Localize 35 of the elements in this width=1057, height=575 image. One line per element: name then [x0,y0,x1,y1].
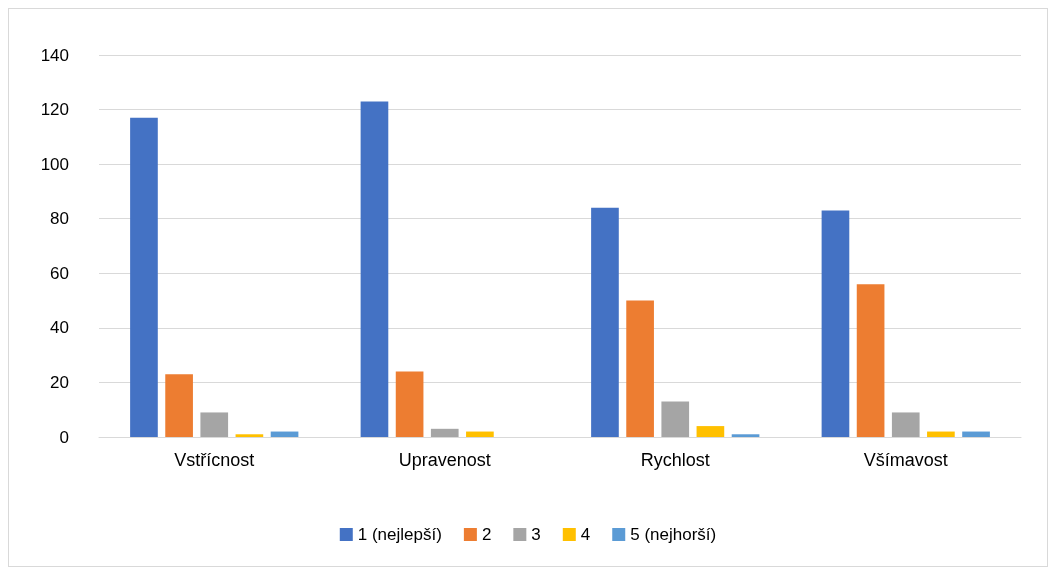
x-tick-label: Rychlost [640,450,710,470]
bar [661,401,690,437]
bar [731,434,760,437]
x-tick-label: Vstřícnost [174,450,255,470]
legend-label: 4 [580,525,591,544]
bar [430,428,459,437]
bar [927,431,955,437]
bar [130,117,158,437]
y-tick-label: 60 [50,263,69,283]
bar [856,284,885,437]
y-tick-label: 0 [59,427,69,447]
bar [235,434,264,437]
x-tick-label: Upravenost [398,450,491,470]
bar [891,412,920,437]
y-tick-label: 40 [50,318,69,338]
legend-label: 3 [531,525,541,544]
y-tick-label: 100 [40,154,69,174]
legend-label: 5 (nejhorší) [630,525,717,544]
bar [696,426,725,437]
x-tick-label: Všímavost [863,450,948,470]
bar [821,210,850,437]
bar [360,101,389,437]
y-tick-label: 120 [40,100,69,120]
bar [395,371,424,437]
y-tick-label: 140 [40,45,69,65]
bar [626,300,654,437]
bar [466,431,494,437]
bar [962,431,990,437]
y-tick-label: 20 [50,372,69,392]
bar [591,207,619,437]
y-tick-label: 80 [50,209,69,229]
bar [200,412,229,437]
legend-label: 2 [481,525,492,544]
legend-label: 1 (nejlepší) [357,525,442,544]
bar [165,374,193,437]
